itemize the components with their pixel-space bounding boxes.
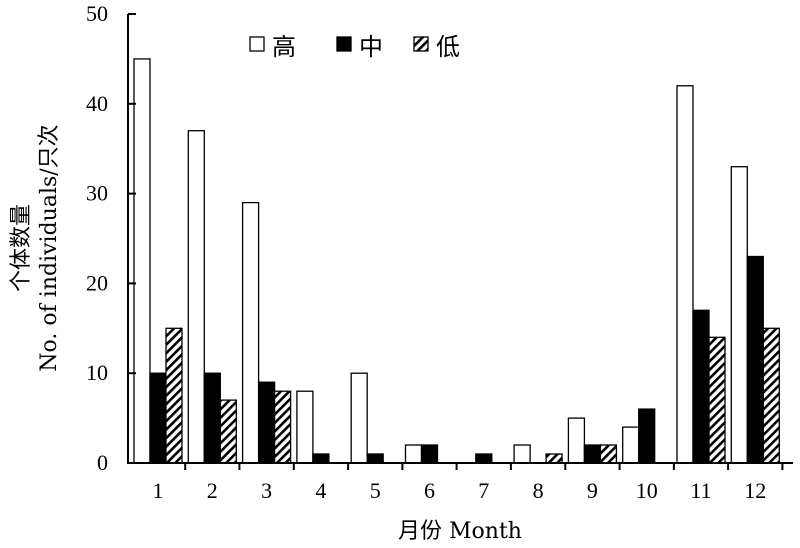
x-axis-title: 月份 Month [398,519,522,544]
bar-3-1 [165,327,183,464]
x-tick-label: 2 [207,478,218,503]
bar-2-9 [583,444,602,464]
bar-3-3 [273,390,292,464]
bar-1-3 [241,201,260,464]
bar-2-5 [366,453,384,464]
bar-3-2 [219,399,237,464]
bar-1-8 [513,444,531,464]
y-axis-title-en: No. of individuals/只次 [37,124,62,371]
bar-3-9 [599,444,618,464]
y-tick-label: 10 [86,360,108,385]
legend: 高中低 [249,33,460,61]
y-axis-title: 个体数量 No. of individuals/只次 [9,124,62,371]
bar-1-1 [133,58,151,464]
x-tick-label: 3 [261,478,272,503]
bar-1-2 [187,130,205,464]
x-tick-label: 8 [533,478,544,503]
bar-2-7 [475,453,493,464]
bar-2-12 [746,255,764,464]
bar-3-11 [708,336,726,464]
y-ticks: 0 10 20 30 40 50 [86,1,136,475]
y-tick-label: 0 [97,450,108,475]
legend-swatch-3 [413,36,429,52]
legend-swatch-1 [249,36,265,52]
bar-3-8 [545,453,563,464]
y-axis-title-zh: 个体数量 [9,204,34,292]
bar-2-1 [149,372,167,464]
x-tick-label: 12 [744,478,766,503]
x-ticks: 1 2 3 4 5 6 7 8 9 10 11 12 [153,463,784,503]
x-tick-label: 7 [478,478,489,503]
bar-2-2 [203,372,221,464]
bar-2-10 [638,408,656,464]
bar-2-3 [257,381,276,464]
x-tick-label: 5 [370,478,381,503]
x-tick-label: 10 [636,478,658,503]
bar-2-6 [420,444,439,464]
legend-swatch-2 [336,36,352,52]
bars-layer [133,58,780,464]
y-tick-label: 30 [86,181,108,206]
legend-label-3: 低 [436,33,460,61]
x-tick-label: 9 [587,478,598,503]
legend-label-1: 高 [272,33,296,61]
bar-1-11 [676,85,694,464]
y-tick-label: 50 [86,1,108,26]
x-tick-label: 4 [315,478,326,503]
bar-2-4 [312,453,330,464]
y-tick-label: 20 [86,270,108,295]
bar-1-6 [404,444,423,464]
x-tick-label: 6 [424,478,435,503]
x-tick-label: 1 [153,478,164,503]
bar-1-4 [296,390,314,464]
bar-1-5 [350,372,368,464]
bar-1-12 [730,166,748,464]
bar-1-9 [567,417,586,464]
legend-label-2: 中 [359,33,383,61]
x-tick-label: 11 [690,478,711,503]
bar-3-12 [762,327,780,464]
bar-1-10 [622,426,640,464]
bar-2-11 [692,309,710,464]
y-tick-label: 40 [86,91,108,116]
